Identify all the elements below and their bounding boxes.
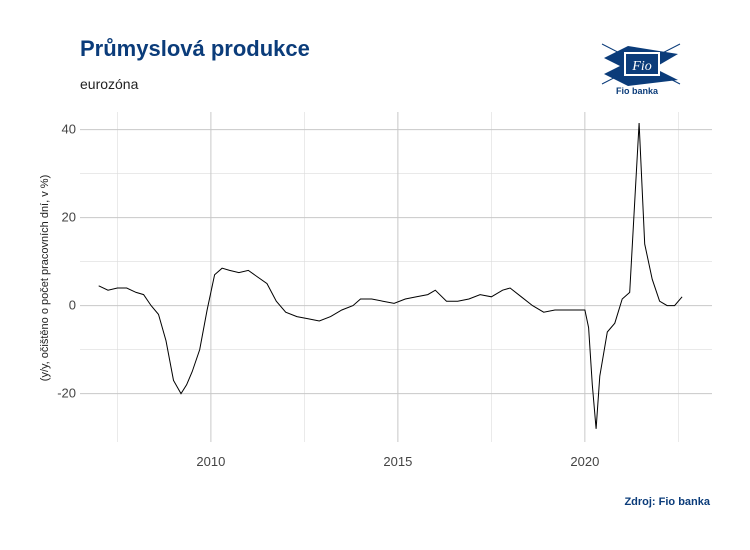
grid-lines xyxy=(80,112,712,442)
chart-subtitle: eurozóna xyxy=(80,76,139,92)
y-tick-label: 40 xyxy=(62,122,76,137)
y-tick-label: -20 xyxy=(57,386,76,401)
y-axis-ticks: -20 0 20 40 xyxy=(57,122,76,401)
series-line xyxy=(98,122,683,429)
source-note: Zdroj: Fio banka xyxy=(624,496,710,508)
x-tick-label: 2015 xyxy=(383,454,412,469)
y-tick-label: 0 xyxy=(69,298,76,313)
svg-text:Fio: Fio xyxy=(631,59,651,74)
chart-title: Průmyslová produkce xyxy=(80,36,310,61)
y-axis-label: (y/y, očištěno o počet pracovních dní, v… xyxy=(39,175,51,381)
logo-wordmark: Fio banka xyxy=(615,86,658,96)
x-tick-label: 2010 xyxy=(196,454,225,469)
y-tick-label: 20 xyxy=(62,210,76,225)
x-axis-ticks: 2010 2015 2020 xyxy=(196,454,599,469)
fio-banka-logo-icon: Fio xyxy=(601,43,681,86)
x-tick-label: 2020 xyxy=(570,454,599,469)
